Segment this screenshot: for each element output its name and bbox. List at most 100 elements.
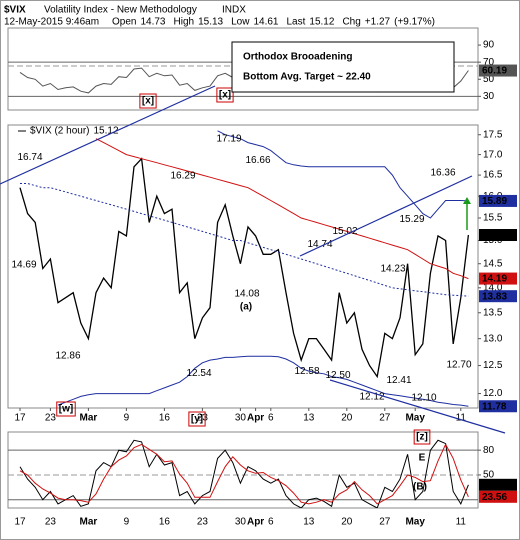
- legend-name: $VIX (2 hour): [30, 126, 89, 137]
- x-tick-label: 6: [268, 413, 274, 424]
- x-tick-label: 30: [235, 517, 247, 528]
- tag-box: [479, 272, 517, 285]
- y-tick-label: 90: [483, 40, 495, 51]
- y-tick-label: 16.5: [483, 170, 503, 181]
- extreme-label: 14.08: [234, 289, 259, 300]
- y-tick-label: 14.5: [483, 258, 503, 269]
- quote-value: 14.73: [140, 17, 165, 28]
- last-tag: 15.12: [479, 229, 517, 241]
- tag-value: 60.19: [482, 66, 507, 77]
- tag-value: 15.89: [482, 196, 507, 207]
- quote-value: 15.12: [309, 17, 334, 28]
- series-group: [19, 439, 469, 508]
- extreme-label: 14.23: [380, 263, 405, 274]
- extreme-label: 16.29: [170, 171, 195, 182]
- wave-label: (B): [413, 482, 427, 493]
- tag-value: 14.19: [482, 274, 507, 285]
- last-tag: 13.83: [479, 290, 517, 302]
- tag-box: [479, 490, 517, 503]
- series-group: [19, 130, 470, 407]
- x-tick-label: 16: [159, 413, 171, 424]
- tag-value: 13.83: [482, 291, 507, 302]
- trend-line: [299, 175, 473, 257]
- y-tick-label: 17.0: [483, 149, 503, 160]
- extreme-label: 12.58: [294, 366, 319, 377]
- note-box: [231, 41, 455, 93]
- note-text: Orthodox Brooadening: [243, 52, 352, 63]
- quote-name: Low: [231, 17, 250, 28]
- x-tick-label: 11: [456, 517, 467, 528]
- extreme-label: 16.66: [245, 155, 270, 166]
- y-tick-label: 12.5: [483, 360, 503, 371]
- label-box: [139, 93, 157, 109]
- label-box: [56, 401, 76, 417]
- x-tick-label: 23: [197, 517, 209, 528]
- extreme-label: 12.41: [386, 375, 411, 386]
- y-tick-label: 50: [483, 470, 495, 481]
- x-tick-label: 13: [303, 517, 315, 528]
- series-line: [217, 130, 469, 219]
- trend-line: [329, 379, 506, 434]
- y-tick-label: 30: [483, 91, 495, 102]
- wave-label: [x]: [142, 96, 154, 107]
- wave-label: [x]: [219, 90, 231, 101]
- x-tick-label: Apr: [247, 413, 264, 424]
- wave-label: [z]: [416, 432, 428, 443]
- last-tag: 23.56: [479, 490, 517, 503]
- label-box: [413, 429, 431, 445]
- tag-box: [479, 229, 517, 242]
- extreme-label: 15.29: [399, 214, 424, 225]
- quote-value: 15.13: [198, 17, 223, 28]
- quote-name: High: [174, 17, 195, 28]
- y-tick-label: 17.5: [483, 129, 503, 140]
- exchange: INDX: [222, 5, 246, 16]
- x-tick-label: 27: [379, 517, 391, 528]
- tag-box: [479, 64, 517, 77]
- y-tick-label: 12.0: [483, 388, 503, 399]
- tag-box: [479, 400, 517, 413]
- extreme-label: 12.50: [325, 370, 350, 381]
- quote-value: 14.61: [253, 17, 278, 28]
- extreme-label: 17.19: [216, 134, 241, 145]
- quote-value: +1.27: [365, 17, 391, 28]
- y-tick-label: 15.5: [483, 213, 503, 224]
- x-tick-label: 13: [303, 413, 315, 424]
- x-tick-label: 30: [235, 413, 247, 424]
- y-tick-label: 80: [483, 445, 495, 456]
- x-tick-label: Mar: [80, 413, 98, 424]
- trend-line: [0, 85, 216, 185]
- tag-value: 15.12: [482, 230, 507, 241]
- change-pct: (+9.17%): [394, 17, 435, 28]
- x-tick-label: 23: [197, 413, 209, 424]
- x-tick-label: 17: [14, 413, 26, 424]
- symbol: $VIX: [4, 5, 26, 16]
- tag-box: [479, 478, 517, 491]
- label-box: [216, 87, 234, 103]
- panel: [7, 124, 479, 409]
- tag-box: [479, 290, 517, 303]
- extreme-label: 12.54: [186, 368, 211, 379]
- extreme-label: 12.10: [411, 393, 436, 404]
- wave-label: E: [419, 453, 426, 464]
- x-tick-label: Apr: [247, 517, 264, 528]
- x-tick-label: 17: [14, 517, 26, 528]
- series-line: [19, 157, 470, 379]
- tag-value: 38.07: [482, 480, 507, 491]
- y-tick-label: 13.0: [483, 333, 503, 344]
- y-tick-label: 50: [483, 74, 495, 85]
- last-tag: 14.19: [479, 272, 517, 285]
- series-line: [57, 355, 469, 407]
- quote-name: Chg: [342, 17, 360, 28]
- series-line: [19, 443, 469, 505]
- arrow-head: [463, 197, 471, 204]
- last-tag: 11.78: [479, 400, 517, 412]
- x-tick-label: 11: [456, 413, 467, 424]
- extreme-label: 14.69: [11, 259, 36, 270]
- tag-box: [479, 194, 517, 207]
- extreme-label: 12.70: [446, 359, 471, 370]
- extreme-label: 12.86: [55, 351, 80, 362]
- extreme-label: 16.36: [430, 168, 455, 179]
